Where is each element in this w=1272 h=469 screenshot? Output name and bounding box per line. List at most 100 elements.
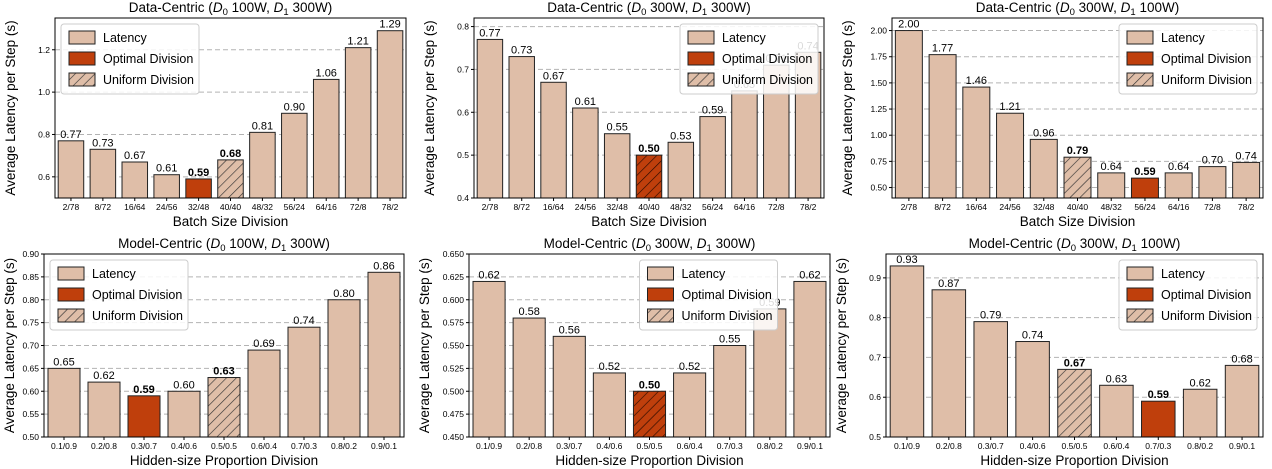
y-tick-label: 0.5 — [869, 432, 881, 442]
bar — [552, 335, 586, 438]
bar — [367, 271, 401, 438]
bar — [1224, 364, 1260, 438]
y-axis-label: Average Latency per Step (s) — [3, 20, 18, 195]
x-tick-label: 0.7/0.3 — [291, 441, 317, 451]
legend-swatch-uniform — [647, 308, 674, 323]
bar-value-label: 0.70 — [1202, 155, 1223, 167]
legend-label: Uniform Division — [1161, 73, 1252, 87]
bar-value-label: 0.52 — [679, 361, 700, 373]
y-tick-label: 1.75 — [870, 52, 887, 62]
bar-value-label: 0.68 — [1231, 353, 1252, 365]
legend-label: Latency — [92, 267, 137, 281]
chart-title: Model-Centric (D0 300W, D1 300W) — [544, 236, 756, 254]
x-tick-label: 8/72 — [934, 202, 951, 212]
x-tick-label: 24/56 — [156, 202, 178, 212]
bar — [667, 141, 695, 199]
legend-swatch-optimal — [1126, 287, 1154, 302]
y-tick-label: 1.25 — [870, 104, 887, 114]
bar-value-label: 0.74 — [293, 315, 314, 327]
x-tick-label: 32/48 — [1033, 202, 1055, 212]
legend-swatch-latency — [687, 30, 715, 45]
bar-value-label: 0.79 — [980, 310, 1001, 322]
x-tick-label: 2/78 — [482, 202, 499, 212]
legend-label: Optimal Division — [103, 52, 193, 66]
x-axis-label: Hidden-size Proportion Division — [130, 453, 318, 468]
legend-swatch-optimal — [687, 51, 715, 66]
bar-value-label: 0.59 — [188, 167, 209, 179]
y-tick-label: 1.00 — [870, 130, 887, 140]
legend-swatch-latency — [1126, 30, 1154, 45]
x-tick-label: 78/2 — [800, 202, 817, 212]
y-tick-label: 0.550 — [443, 341, 465, 351]
bar-value-label: 0.61 — [156, 163, 177, 175]
legend-label: Uniform Division — [722, 73, 813, 87]
x-tick-label: 0.8/0.2 — [1187, 441, 1213, 451]
x-tick-label: 0.7/0.3 — [717, 441, 743, 451]
legend-swatch-uniform — [57, 308, 85, 323]
bar-value-label: 0.59 — [1134, 166, 1155, 178]
bar — [996, 112, 1025, 199]
plot-frame — [473, 17, 825, 199]
bar-value-label: 1.46 — [966, 75, 987, 87]
y-tick-label: 1.0 — [38, 87, 50, 97]
y-tick-label: 0.8 — [38, 129, 50, 139]
bar-value-label: 0.59 — [133, 384, 154, 396]
bar — [217, 159, 244, 199]
legend-swatch-latency — [1126, 266, 1154, 281]
bar — [153, 174, 180, 199]
bar-value-label: 0.59 — [702, 105, 723, 117]
y-tick-label: 0.8 — [457, 22, 469, 32]
y-tick-label: 0.50 — [22, 432, 39, 442]
bar — [57, 140, 85, 199]
y-tick-label: 0.6 — [457, 107, 469, 117]
bar — [1057, 368, 1092, 438]
x-axis-label: Batch Size Division — [591, 214, 707, 229]
bar-value-label: 0.64 — [1168, 161, 1189, 173]
bar — [287, 326, 321, 438]
legend-label: Optimal Division — [682, 288, 772, 302]
y-tick-label: 0.7 — [869, 352, 881, 362]
legend-label: Latency — [1161, 31, 1206, 45]
y-tick-label: 0.4 — [457, 193, 469, 203]
bar-value-label: 1.77 — [932, 43, 953, 55]
bar — [540, 81, 567, 199]
x-tick-label: 48/32 — [670, 202, 692, 212]
y-tick-label: 0.575 — [443, 318, 465, 328]
x-tick-label: 78/2 — [382, 202, 399, 212]
bar-value-label: 0.53 — [670, 130, 691, 142]
x-tick-label: 72/8 — [768, 202, 785, 212]
x-tick-label: 0.1/0.9 — [51, 441, 77, 451]
bar — [376, 30, 404, 199]
y-tick-label: 0.85 — [22, 272, 39, 282]
bar — [1063, 156, 1092, 199]
bar-value-label: 0.90 — [284, 101, 305, 113]
y-axis-label: Average Latency per Step (s) — [2, 258, 17, 433]
legend-label: Latency — [722, 31, 767, 45]
bar — [89, 148, 117, 199]
bar-value-label: 0.69 — [253, 338, 274, 350]
bar — [793, 280, 827, 438]
y-tick-label: 0.70 — [22, 341, 39, 351]
y-tick-label: 0.75 — [22, 318, 39, 328]
bar-value-label: 0.87 — [938, 278, 959, 290]
legend: Latency Optimal Division Uniform Division — [60, 23, 200, 95]
y-tick-label: 0.475 — [443, 409, 465, 419]
y-tick-label: 0.525 — [443, 363, 465, 373]
bar-value-label: 0.81 — [252, 120, 273, 132]
x-tick-label: 0.3/0.7 — [556, 441, 582, 451]
bar-value-label: 0.63 — [213, 366, 234, 378]
legend-label: Uniform Division — [1161, 309, 1252, 323]
bar-value-label: 0.50 — [638, 143, 659, 155]
x-tick-label: 0.6/0.4 — [1103, 441, 1129, 451]
y-tick-label: 0.625 — [443, 272, 465, 282]
y-tick-label: 0.9 — [869, 273, 881, 283]
bar — [508, 56, 535, 199]
x-tick-label: 8/72 — [513, 202, 530, 212]
legend-swatch-uniform — [68, 72, 96, 87]
bar-value-label: 0.60 — [173, 379, 194, 391]
chart-2: 0.77 2/78 0.73 8/72 0.67 16/64 0.61 24/56 0.55 32… — [422, 0, 825, 229]
bar — [632, 390, 667, 438]
legend-label: Optimal Division — [92, 288, 182, 302]
bar-value-label: 2.00 — [898, 19, 919, 31]
